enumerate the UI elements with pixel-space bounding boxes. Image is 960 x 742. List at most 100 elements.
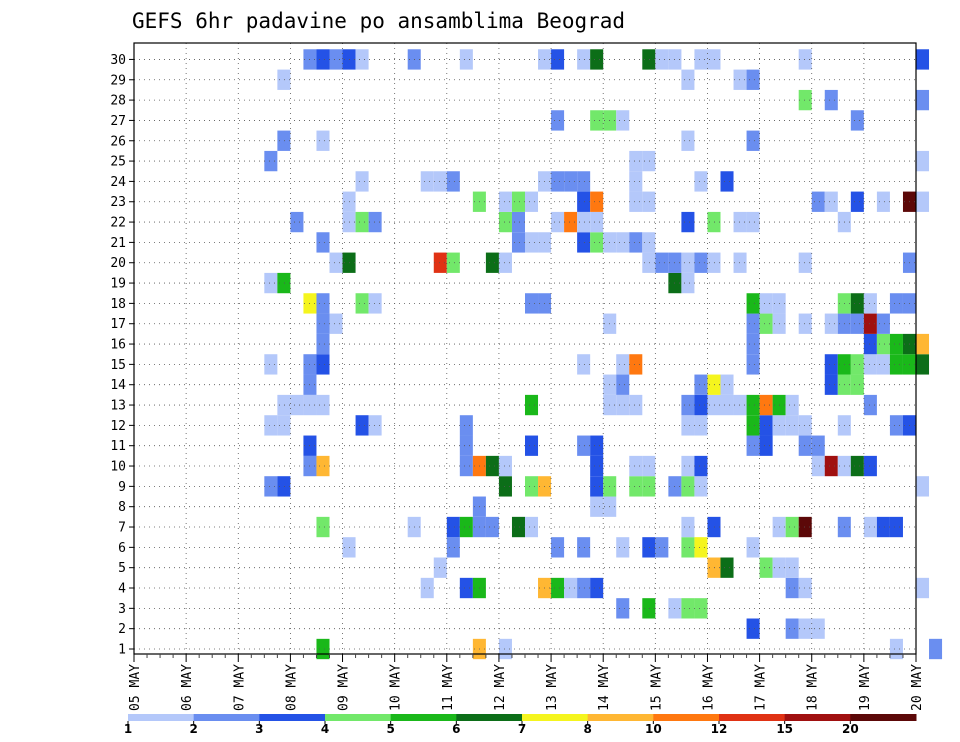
heatmap-cell bbox=[590, 435, 604, 456]
legend-tick-label: 8 bbox=[583, 722, 591, 736]
heatmap-cell bbox=[746, 537, 760, 558]
x-tick-label: 14 MAY bbox=[597, 664, 612, 711]
heatmap-cell bbox=[355, 293, 369, 314]
heatmap-cell bbox=[863, 455, 877, 477]
heatmap-cell bbox=[655, 49, 669, 70]
heatmap-cell bbox=[498, 252, 512, 273]
heatmap-cell bbox=[707, 516, 721, 538]
heatmap-cell bbox=[694, 252, 708, 273]
legend-color-swatch bbox=[784, 714, 851, 721]
heatmap-cell bbox=[368, 211, 382, 233]
heatmap-cell bbox=[863, 313, 877, 334]
heatmap-cell bbox=[577, 49, 591, 70]
heatmap-cell bbox=[707, 557, 721, 578]
legend-color-swatch bbox=[522, 714, 589, 721]
heatmap-cell bbox=[277, 130, 291, 151]
heatmap-cell bbox=[590, 110, 604, 131]
heatmap-cell bbox=[290, 394, 304, 416]
heatmap-cell bbox=[316, 49, 330, 70]
heatmap-cell bbox=[264, 415, 278, 436]
legend-tick-label: 3 bbox=[255, 722, 263, 736]
heatmap-cell bbox=[850, 191, 864, 212]
legend-color-swatch bbox=[128, 714, 195, 721]
heatmap-cell bbox=[863, 516, 877, 538]
heatmap-cell bbox=[511, 516, 525, 538]
heatmap-cell bbox=[590, 577, 604, 599]
heatmap-cell bbox=[798, 252, 812, 273]
x-tick-label: 19 MAY bbox=[858, 664, 873, 711]
x-tick-label: 06 MAY bbox=[180, 664, 195, 711]
heatmap-cell bbox=[733, 394, 747, 416]
heatmap-cell bbox=[850, 110, 864, 131]
heatmap-cell bbox=[316, 333, 330, 355]
heatmap-cell bbox=[824, 89, 838, 111]
y-tick-label: 18 bbox=[110, 297, 126, 312]
heatmap-cell bbox=[290, 211, 304, 233]
heatmap-cell bbox=[590, 476, 604, 497]
heatmap-cell bbox=[525, 394, 539, 416]
heatmap-cell bbox=[681, 455, 695, 477]
heatmap-cell bbox=[642, 252, 656, 273]
heatmap-cell bbox=[681, 394, 695, 416]
heatmap-cell bbox=[329, 313, 343, 334]
heatmap-cell bbox=[577, 211, 591, 233]
heatmap-cell bbox=[798, 415, 812, 436]
heatmap-cell bbox=[746, 130, 760, 151]
heatmap-cell bbox=[798, 516, 812, 538]
y-tick-label: 7 bbox=[118, 521, 126, 536]
heatmap-cell bbox=[551, 171, 565, 192]
heatmap-cell bbox=[264, 476, 278, 497]
y-tick-label: 15 bbox=[110, 358, 126, 373]
heatmap-cell bbox=[759, 313, 773, 334]
heatmap-cell bbox=[916, 577, 930, 599]
heatmap-cell bbox=[785, 516, 799, 538]
heatmap-cell bbox=[498, 191, 512, 212]
heatmap-cell bbox=[811, 618, 825, 639]
heatmap-cell bbox=[629, 394, 643, 416]
x-tick-label: 08 MAY bbox=[284, 664, 299, 711]
heatmap-cell bbox=[746, 333, 760, 355]
heatmap-cell bbox=[798, 313, 812, 334]
heatmap-cell bbox=[629, 354, 643, 375]
heatmap-cell bbox=[681, 130, 695, 151]
heatmap-cell bbox=[655, 537, 669, 558]
heatmap-cell bbox=[564, 211, 578, 233]
heatmap-cell bbox=[433, 171, 447, 192]
y-axis: 1234567891011121314151617181920212223242… bbox=[110, 53, 134, 658]
heatmap-cell bbox=[629, 455, 643, 477]
heatmap-cell bbox=[746, 69, 760, 90]
heatmap-cell bbox=[694, 476, 708, 497]
heatmap-cell bbox=[916, 89, 930, 111]
heatmap-cell bbox=[525, 516, 539, 538]
heatmap-cell bbox=[616, 110, 630, 131]
y-tick-label: 11 bbox=[110, 439, 126, 454]
heatmap-cell bbox=[798, 49, 812, 70]
y-tick-label: 5 bbox=[118, 561, 126, 576]
heatmap-cell bbox=[329, 49, 343, 70]
legend-tick-label: 6 bbox=[452, 722, 460, 736]
heatmap-cell bbox=[694, 537, 708, 558]
x-tick-label: 17 MAY bbox=[754, 664, 769, 711]
heatmap-cell bbox=[629, 191, 643, 212]
heatmap-cell bbox=[590, 191, 604, 212]
heatmap-cell bbox=[277, 476, 291, 497]
heatmap-cell bbox=[720, 374, 734, 395]
heatmap-cell bbox=[824, 191, 838, 212]
y-tick-label: 1 bbox=[118, 643, 126, 658]
y-tick-label: 19 bbox=[110, 277, 126, 292]
legend-color-swatch bbox=[193, 714, 260, 721]
heatmap-cell bbox=[551, 211, 565, 233]
y-tick-label: 16 bbox=[110, 338, 126, 353]
heatmap-cell bbox=[889, 293, 903, 314]
heatmap-cell bbox=[368, 293, 382, 314]
x-axis: 05 MAY 06 MAY 07 MAY 08 MAY 09 MAY 10 MAY 11 M… bbox=[128, 654, 925, 711]
heatmap-cell bbox=[681, 252, 695, 273]
heatmap-cell bbox=[889, 516, 903, 538]
heatmap-cell bbox=[459, 516, 473, 538]
heatmap-cell bbox=[433, 252, 447, 273]
heatmap-cell bbox=[590, 211, 604, 233]
heatmap-cell bbox=[642, 49, 656, 70]
heatmap-cell bbox=[420, 171, 434, 192]
y-tick-label: 20 bbox=[110, 256, 126, 271]
